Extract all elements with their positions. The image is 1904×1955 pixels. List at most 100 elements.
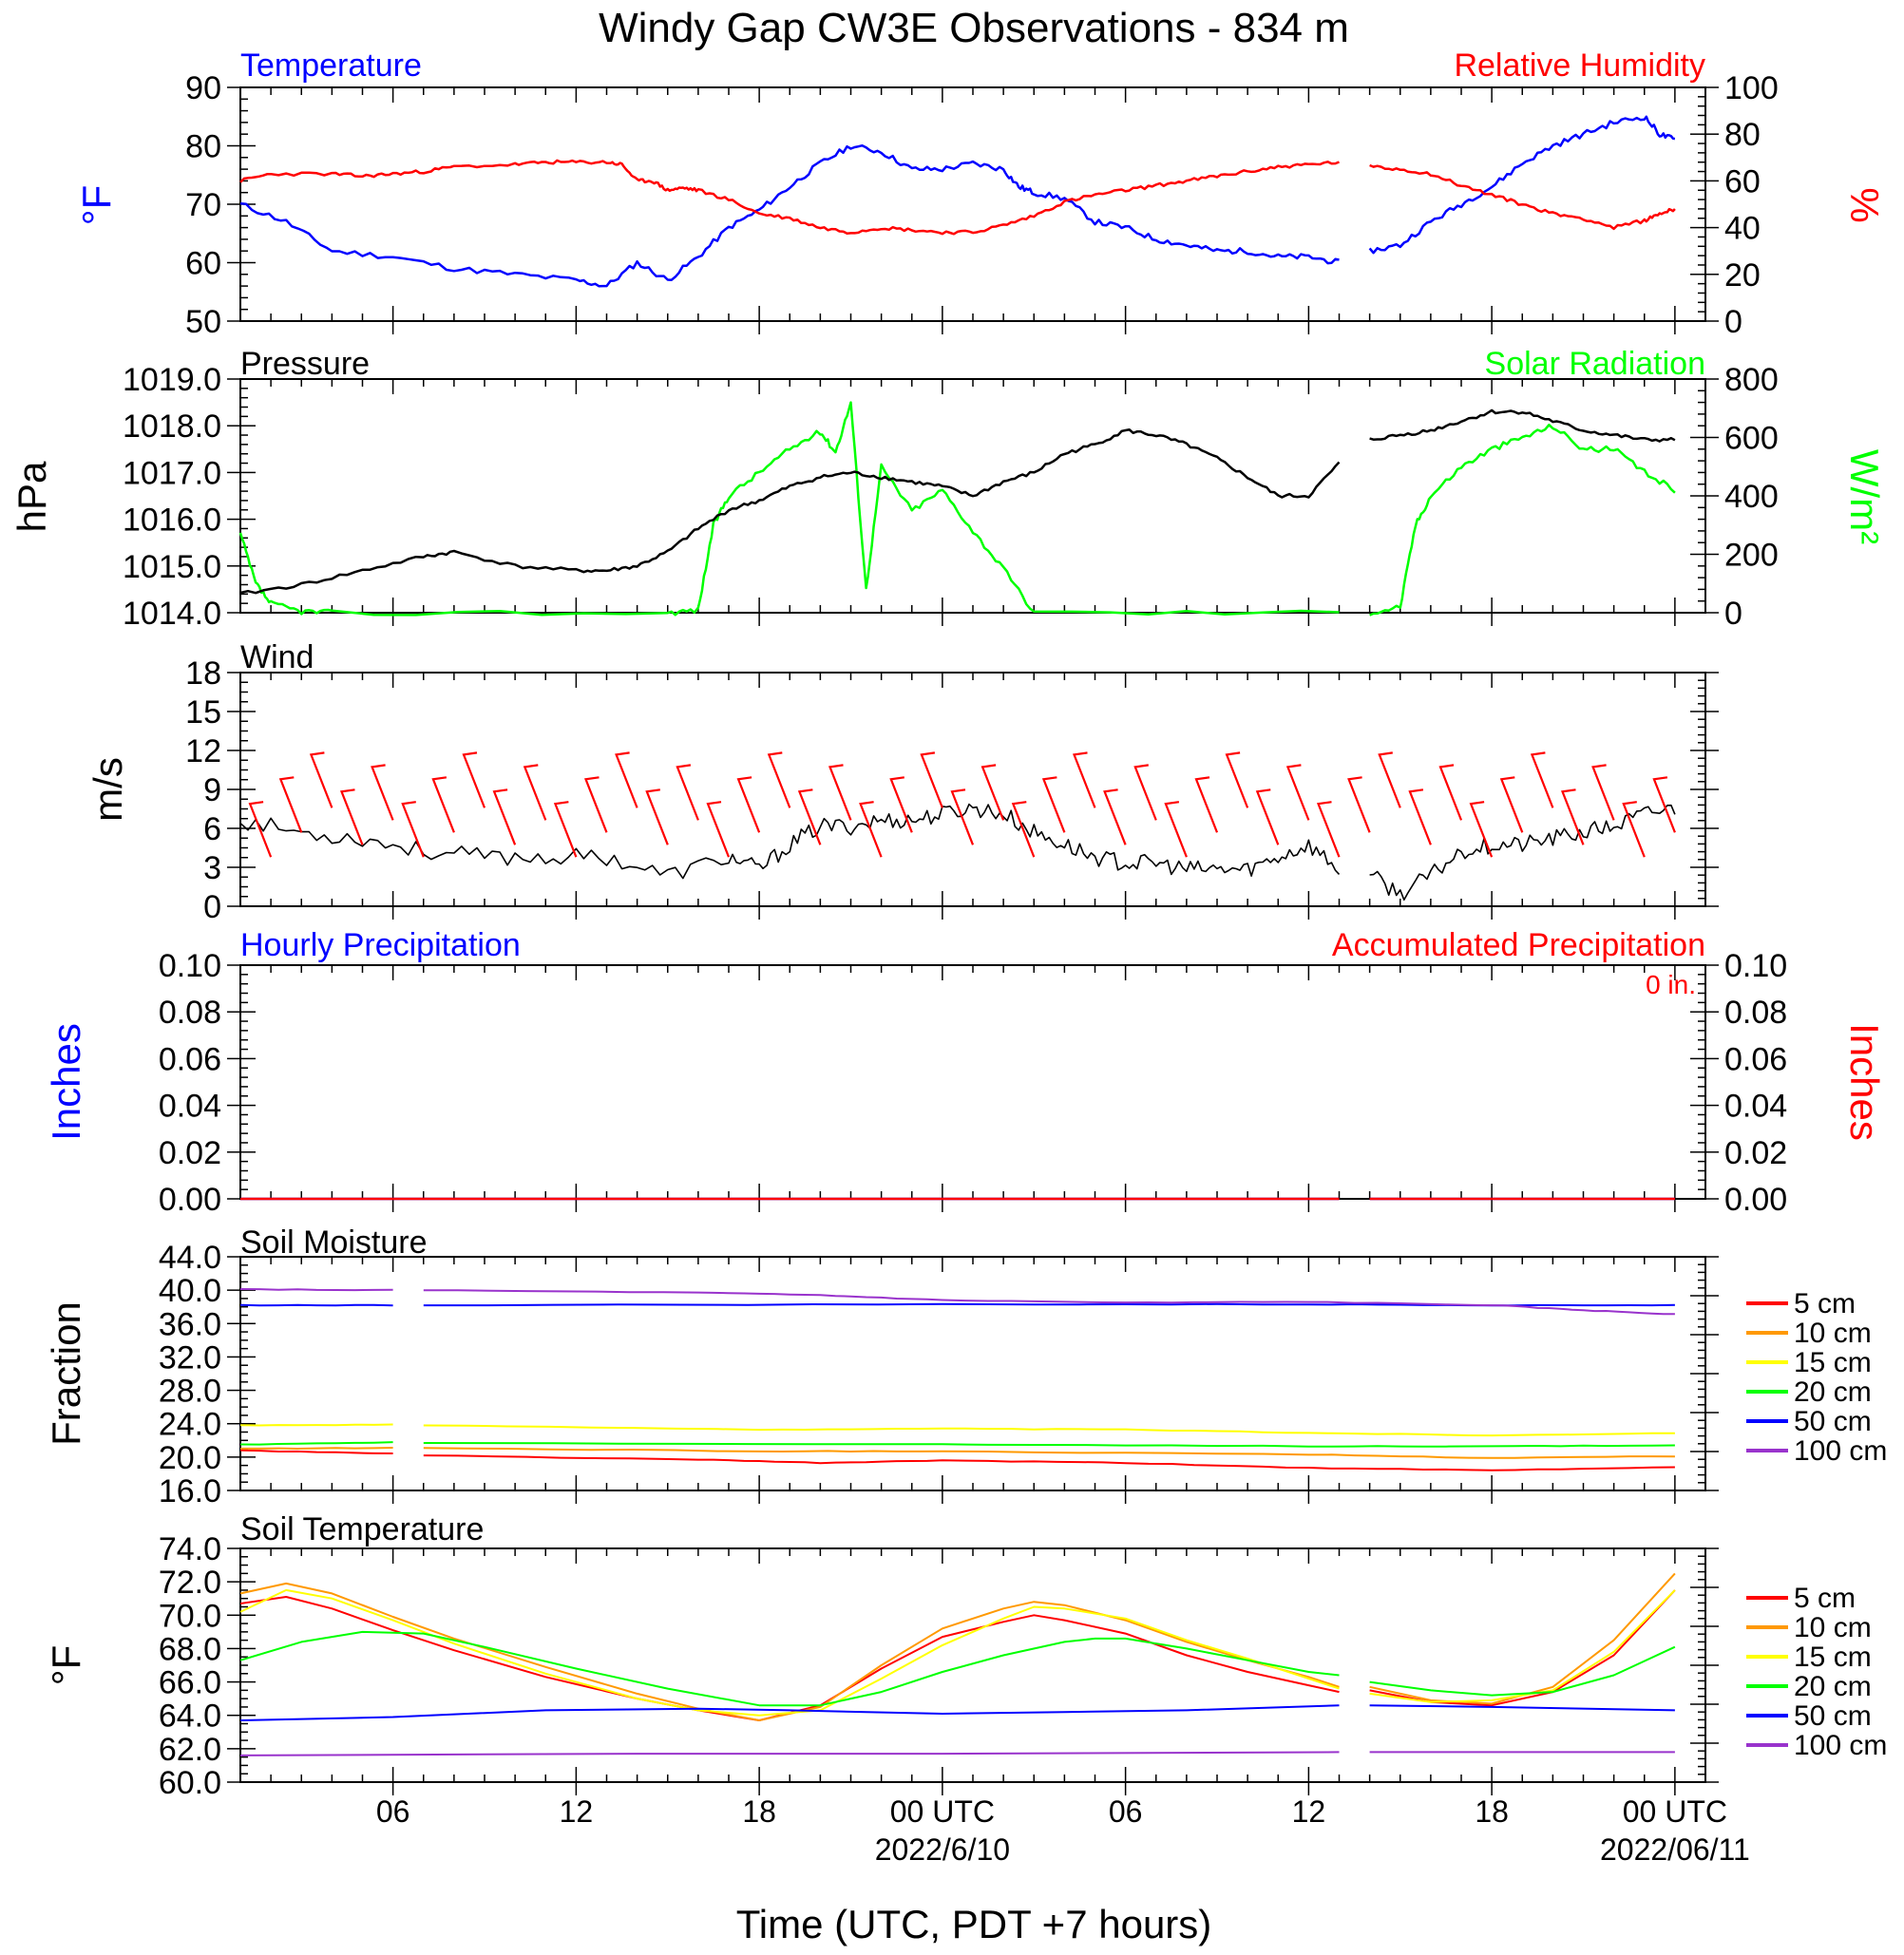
panel-temp-rh-frame <box>239 86 1706 322</box>
y-tick-label: 20.0 <box>159 1440 221 1476</box>
y-tick-label: 74.0 <box>159 1531 221 1567</box>
wind-barb <box>828 764 852 821</box>
y-tick-label: 6 <box>203 811 221 847</box>
soil-moisture-title: Soil Moisture <box>240 1224 428 1261</box>
wind-barb <box>309 751 333 808</box>
y-tick-label: 0.06 <box>1724 1041 1787 1077</box>
x-tick-label: 06 <box>1109 1794 1143 1829</box>
y-tick-label: 60 <box>185 246 221 282</box>
y-tick-label: 18 <box>185 655 221 692</box>
wind-barb <box>981 764 1005 821</box>
wind-barb <box>1591 764 1615 821</box>
series-line-100-cm <box>239 1751 1675 1756</box>
y-tick-label: 0.00 <box>1724 1182 1787 1218</box>
legend-label: 50 cm <box>1794 1406 1872 1437</box>
y-tick-label: 0.04 <box>1724 1089 1787 1125</box>
x-tick-label: 06 <box>376 1794 410 1829</box>
wind-barb <box>462 751 486 808</box>
y-tick-label: 0.08 <box>159 995 221 1031</box>
y-tick-label: 40.0 <box>159 1273 221 1309</box>
y-tick-label: 0.08 <box>1724 995 1787 1031</box>
y-tick-label: 3 <box>203 850 221 886</box>
y-tick-label: 0 <box>203 889 221 925</box>
legend-label: 10 cm <box>1794 1612 1872 1643</box>
accumulated-precip-title: Accumulated Precipitation <box>1332 927 1705 963</box>
soil-moisture-ylabel: Fraction <box>44 1301 88 1446</box>
y-tick-label: 0.10 <box>159 948 221 984</box>
series-line-pressure <box>239 408 1676 595</box>
y-tick-label: 400 <box>1724 479 1779 515</box>
y-tick-label: 0 <box>1724 304 1742 340</box>
y-tick-label: 0.04 <box>159 1089 221 1125</box>
legend-label: 20 cm <box>1794 1671 1872 1702</box>
wind-barb <box>523 764 547 821</box>
wind-barb <box>1072 751 1096 808</box>
wind-barb <box>583 776 608 833</box>
wind-barb <box>645 788 669 845</box>
y-tick-label: 100 <box>1724 70 1779 106</box>
legend-label: 15 cm <box>1794 1347 1872 1378</box>
wind-ylabel: m/s <box>86 757 130 822</box>
precip-left-ylabel: Inches <box>44 1023 88 1141</box>
wind-barb <box>736 776 761 833</box>
y-tick-label: 15 <box>185 694 221 731</box>
wind-barb <box>431 776 455 833</box>
wind-barb <box>1011 801 1036 858</box>
precip-right-ylabel: Inches <box>1842 1023 1887 1141</box>
wind-barb <box>1408 788 1432 845</box>
series-line-5-cm <box>239 1449 1675 1471</box>
y-tick-label: 20 <box>1724 257 1761 294</box>
y-tick-label: 70 <box>185 187 221 223</box>
y-tick-label: 66.0 <box>159 1665 221 1701</box>
legend-label: 100 cm <box>1794 1730 1887 1761</box>
series-line-wind <box>239 803 1676 902</box>
wind-barb <box>1560 788 1585 845</box>
wind-barb <box>248 801 273 858</box>
wind-barb <box>339 788 364 845</box>
y-tick-label: 800 <box>1724 362 1779 398</box>
wind-barb <box>676 764 699 821</box>
wind-barb <box>615 751 638 808</box>
y-tick-label: 80 <box>185 129 221 165</box>
legend-label: 100 cm <box>1794 1435 1887 1467</box>
y-tick-label: 0.06 <box>159 1041 221 1077</box>
wind-barb <box>1225 751 1249 808</box>
wind-barb <box>401 801 425 858</box>
temperature-title: Temperature <box>240 47 422 84</box>
wind-barb <box>1438 764 1463 821</box>
series-line-solar-radiation <box>238 401 1676 617</box>
y-tick-label: 9 <box>203 772 221 808</box>
wind-barb <box>767 751 791 808</box>
series-line-20-cm <box>239 1441 1675 1448</box>
wind-barb <box>1133 764 1157 821</box>
y-tick-label: 0.02 <box>159 1135 221 1171</box>
wind-barb <box>278 776 303 833</box>
y-tick-label: 1016.0 <box>123 503 221 539</box>
legend-label: 50 cm <box>1794 1700 1872 1732</box>
x-tick-label: 12 <box>1292 1794 1326 1829</box>
x-axis-title: Time (UTC, PDT +7 hours) <box>736 1902 1212 1946</box>
wind-barb <box>1194 776 1219 833</box>
y-tick-label: 62.0 <box>159 1732 221 1768</box>
wind-barb <box>1652 776 1676 833</box>
x-tick-label: 00 UTC <box>1623 1794 1727 1829</box>
y-tick-label: 50 <box>185 304 221 340</box>
wind-barb <box>553 801 578 858</box>
y-tick-label: 24.0 <box>159 1407 221 1443</box>
soil-temperature-title: Soil Temperature <box>240 1511 484 1547</box>
y-tick-label: 64.0 <box>159 1699 221 1735</box>
y-tick-label: 70.0 <box>159 1598 221 1634</box>
pressure-title: Pressure <box>240 346 370 382</box>
wind-barb <box>1103 788 1127 845</box>
y-tick-label: 90 <box>185 70 221 106</box>
y-tick-label: 1017.0 <box>123 455 221 491</box>
wind-barb <box>371 764 394 821</box>
panel-wind-frame <box>239 672 1706 907</box>
y-tick-label: 32.0 <box>159 1339 221 1376</box>
soil-temp-ylabel: °F <box>44 1645 88 1685</box>
y-tick-label: 0.10 <box>1724 948 1787 984</box>
rh-ylabel: % <box>1842 187 1887 222</box>
y-tick-label: 1019.0 <box>123 362 221 398</box>
series-line-50-cm <box>239 1302 1675 1307</box>
